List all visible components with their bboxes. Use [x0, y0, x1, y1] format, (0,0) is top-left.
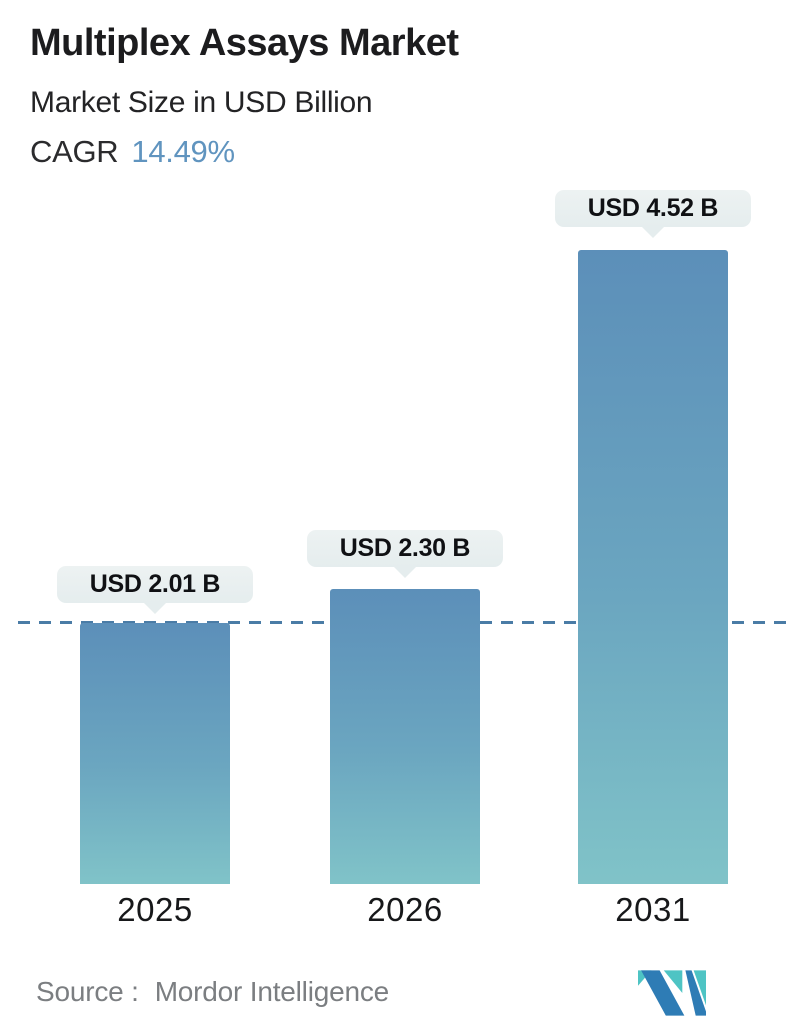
bar-2026 — [330, 589, 480, 884]
value-bubble-2026: USD 2.30 B — [307, 530, 503, 567]
chart-subtitle: Market Size in USD Billion — [30, 86, 373, 119]
x-axis-label-2025: 2025 — [117, 891, 193, 928]
x-axis-label-2026: 2026 — [367, 891, 443, 928]
value-bubble-2025: USD 2.01 B — [57, 566, 253, 603]
cagr-label: CAGR — [30, 134, 119, 169]
bar-2025 — [80, 623, 230, 884]
bar-2031 — [578, 250, 728, 884]
value-bubble-2031: USD 4.52 B — [555, 190, 751, 227]
source-label: Source : — [36, 976, 139, 1007]
cagr-row: CAGR 14.49% — [30, 134, 235, 170]
page-title: Multiplex Assays Market — [30, 22, 459, 64]
source-name: Mordor Intelligence — [154, 976, 390, 1007]
mordor-intelligence-logo — [638, 970, 706, 1016]
source-attribution: Source : Mordor Intelligence — [36, 976, 389, 1008]
x-axis-label-2031: 2031 — [615, 891, 691, 928]
cagr-value: 14.49% — [131, 134, 235, 169]
